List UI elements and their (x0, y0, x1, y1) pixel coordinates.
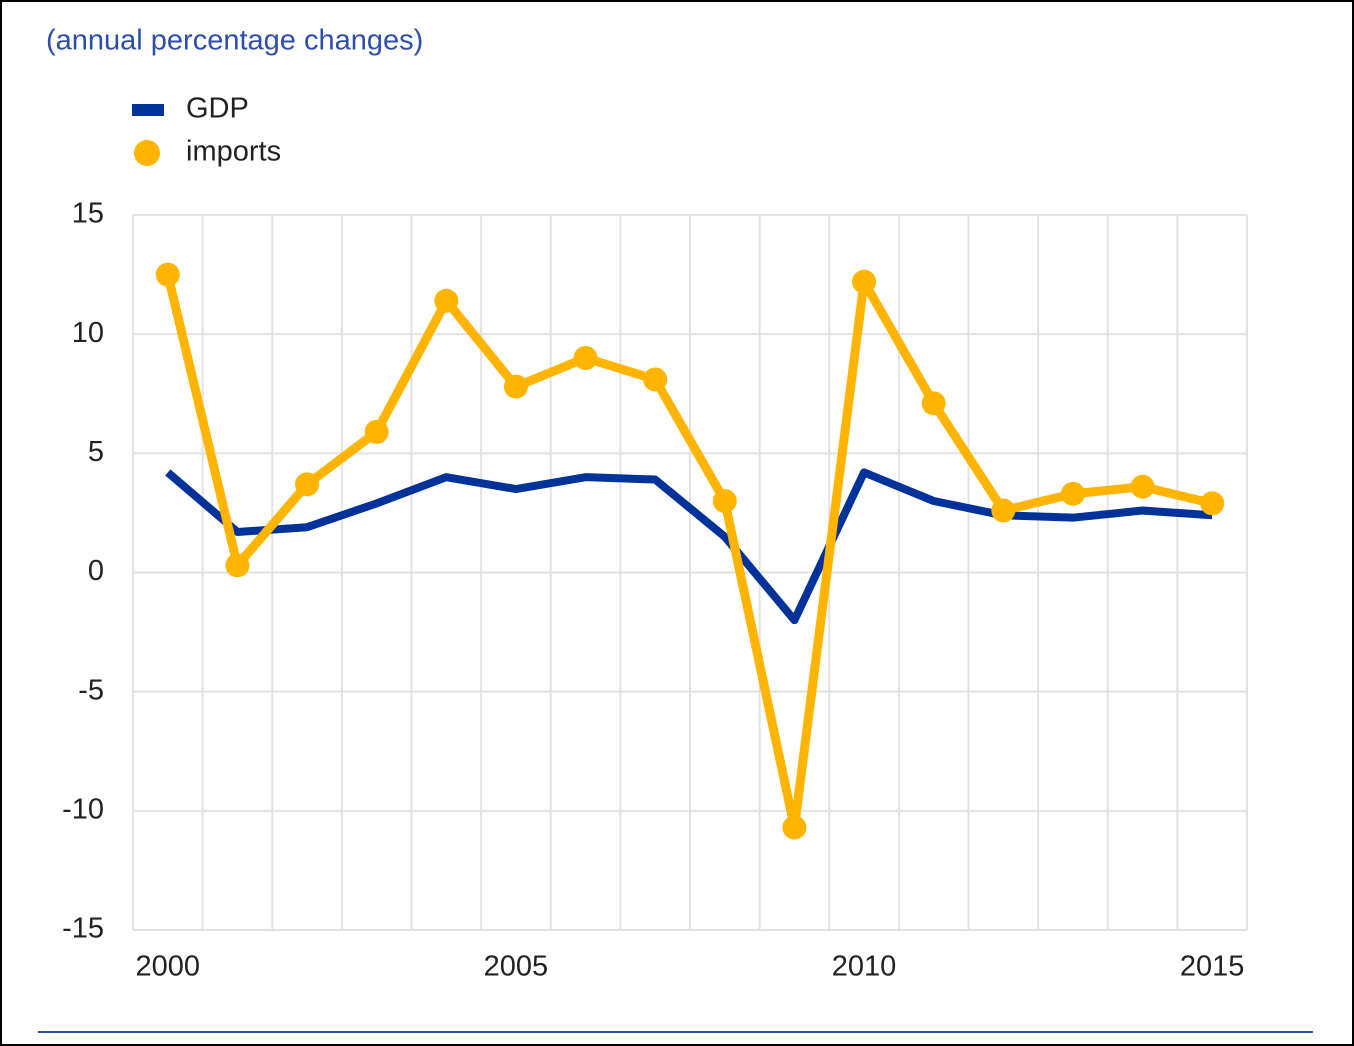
y-tick-label: 0 (88, 555, 104, 587)
point (295, 472, 320, 497)
line (163, 273, 1214, 833)
point (852, 269, 877, 294)
point (434, 288, 459, 313)
y-tick-label: -5 (78, 674, 104, 706)
legend-swatch (134, 140, 160, 166)
x-tick-label: 2005 (484, 951, 549, 983)
legend-label: GDP (186, 93, 249, 125)
point (155, 262, 180, 287)
x-tick-label: 2010 (832, 951, 897, 983)
point (1060, 481, 1085, 506)
point (712, 489, 737, 513)
point (364, 419, 389, 444)
point (782, 815, 807, 840)
point (573, 346, 598, 370)
legend-swatch (132, 104, 164, 116)
point (921, 391, 946, 416)
line (165, 468, 1213, 625)
point (643, 367, 668, 392)
point (1130, 474, 1155, 499)
y-tick-label: 10 (72, 317, 104, 349)
y-tick-label: 5 (88, 436, 104, 468)
legend-label: imports (186, 136, 281, 168)
x-tick-label: 2015 (1180, 951, 1245, 983)
x-tick-label: 2000 (136, 951, 201, 983)
y-tick-label: -10 (62, 793, 104, 825)
point (225, 553, 250, 578)
y-tick-label: -15 (62, 913, 104, 945)
y-tick-label: 15 (72, 198, 104, 230)
point (503, 374, 528, 399)
point (1200, 491, 1225, 516)
point (991, 498, 1016, 523)
chart-subtitle: (annual percentage changes) (46, 25, 423, 57)
